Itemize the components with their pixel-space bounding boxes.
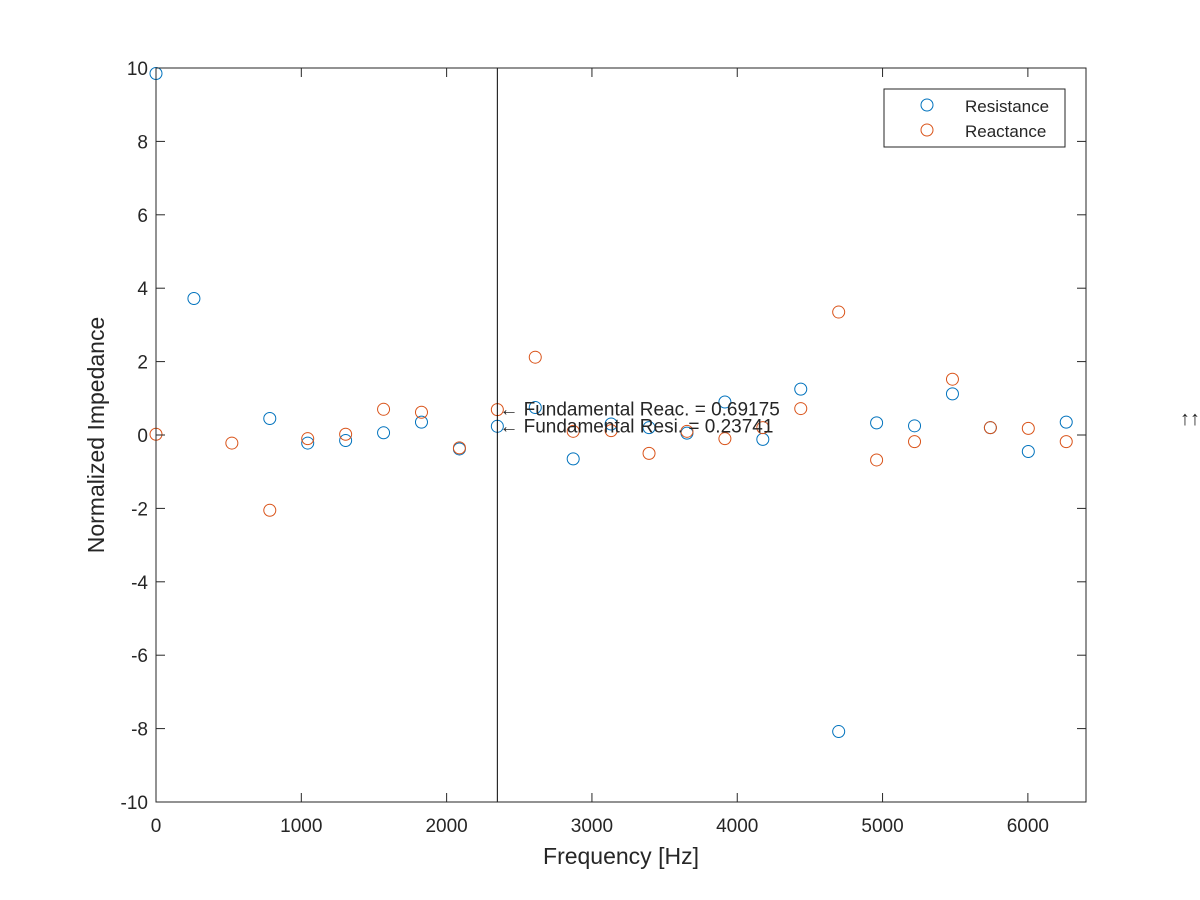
legend-marker-resistance [920,98,934,112]
data-point-resistance [1059,415,1073,429]
plot-area [156,68,1086,802]
data-point-reactance [414,405,428,419]
y-tick-label: -4 [131,573,148,594]
data-point-resistance [945,387,959,401]
data-point-reactance [908,435,922,449]
x-tick-label: 0 [151,816,162,837]
legend: Resistance Reactance [883,88,1066,148]
data-point-resistance [377,426,391,440]
legend-label-reactance: Reactance [965,122,1046,141]
y-tick-label: -2 [131,499,148,520]
data-point-resistance [908,419,922,433]
data-point-reactance [1021,421,1035,435]
data-point-reactance [301,432,315,446]
data-point-reactance [945,372,959,386]
data-point-reactance [566,424,580,438]
data-point-reactance [870,453,884,467]
x-tick-label: 2000 [425,816,467,837]
x-tick-label: 4000 [716,816,758,837]
y-tick-label: 0 [137,426,148,447]
x-tick-label: 1000 [280,816,322,837]
y-tick-label: -8 [131,720,148,741]
data-point-reactance [794,402,808,416]
data-point-reactance [832,305,846,319]
data-point-resistance [414,415,428,429]
x-tick-label: 3000 [571,816,613,837]
y-tick-label: 10 [127,59,148,80]
data-point-resistance [566,452,580,466]
y-axis-ticks: -10 -8 -6 -4 -2 0 2 4 6 8 10 [121,59,1086,814]
y-tick-label: -6 [131,646,148,667]
data-point-reactance [339,427,353,441]
y-tick-label: 2 [137,353,148,374]
data-point-reactance [756,421,770,435]
data-point-reactance [263,503,277,517]
annotation-label: ← Fundamental Resi. = 0.23741 [499,416,773,437]
y-tick-label: -10 [121,793,148,814]
data-point-reactance [528,350,542,364]
data-point-resistance [832,725,846,739]
x-tick-label: 6000 [1007,816,1049,837]
legend-box [883,88,1066,148]
data-point-reactance [1059,435,1073,449]
data-point-resistance [339,434,353,448]
data-point-reactance [604,424,618,438]
data-point-resistance [263,411,277,425]
data-point-resistance [187,291,201,305]
data-point-resistance [642,421,656,435]
data-point-reactance [983,421,997,435]
y-tick-label: 6 [137,206,148,227]
x-axis-label: Frequency [Hz] [543,843,699,869]
data-point-reactance [680,424,694,438]
y-axis-label: Normalized Impedance [83,317,109,554]
legend-marker-reactance [920,123,934,137]
data-point-reactance [452,441,466,455]
data-point-reactance [225,436,239,450]
legend-label-resistance: Resistance [965,97,1049,116]
annotations-group: ← Fundamental Reac. = 0.69175← Fundament… [499,400,779,438]
data-point-reactance [377,402,391,416]
stray-arrows-text: ↑↑ [1180,408,1200,430]
data-point-resistance [718,395,732,409]
data-point-resistance [1021,445,1035,459]
x-tick-label: 5000 [861,816,903,837]
data-point-resistance [604,417,618,431]
y-tick-label: 8 [137,132,148,153]
x-axis-ticks: 0 1000 2000 3000 4000 5000 6000 [151,68,1049,837]
data-point-reactance [642,446,656,460]
data-point-resistance [794,382,808,396]
data-point-reactance [718,432,732,446]
y-tick-label: 4 [137,279,148,300]
data-point-resistance [301,436,315,450]
data-point-resistance [528,400,542,414]
annotation-label: ← Fundamental Reac. = 0.69175 [499,400,779,421]
data-point-resistance [870,416,884,430]
